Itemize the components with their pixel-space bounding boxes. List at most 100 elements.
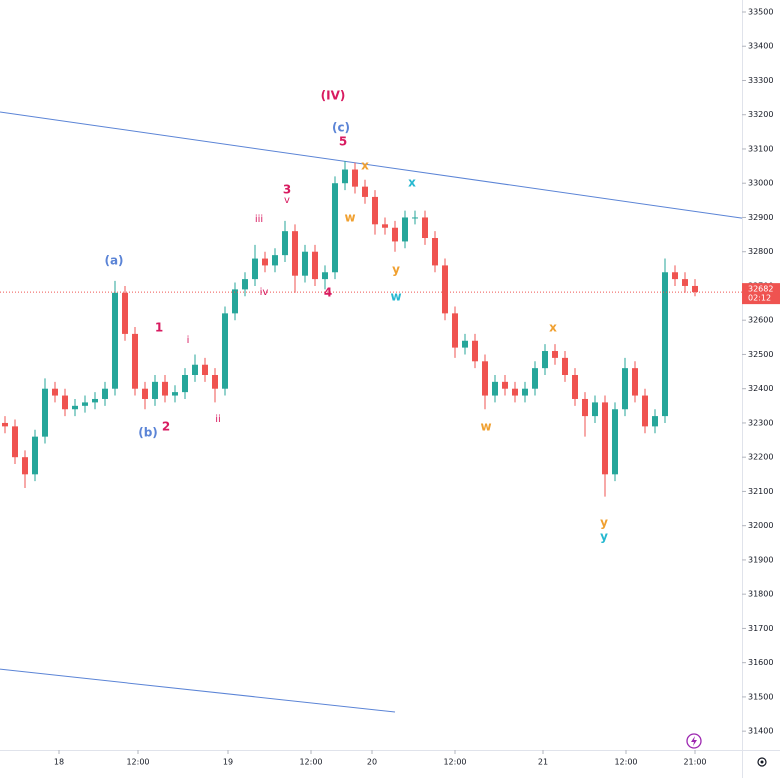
candle-body — [552, 351, 558, 358]
candle-body — [662, 272, 668, 417]
y-tick-label: 31600 — [748, 658, 773, 667]
trend-line — [0, 668, 396, 713]
candle-body — [512, 388, 518, 396]
wave-label: 1 — [155, 321, 163, 335]
candle-body — [262, 258, 268, 266]
candle-body — [62, 395, 68, 410]
candle-body — [252, 258, 258, 280]
wave-label: w — [480, 420, 491, 434]
y-tick-label: 31900 — [748, 555, 773, 564]
lightning-icon[interactable] — [686, 733, 702, 749]
y-tick-label: 33300 — [748, 76, 773, 85]
candle-body — [272, 255, 278, 266]
x-tick-label: 20 — [367, 758, 377, 767]
wave-label: ii — [215, 414, 221, 425]
candle-body — [112, 292, 118, 389]
candle-body — [642, 395, 648, 427]
wave-label: (c) — [332, 121, 350, 135]
candle-body — [592, 402, 598, 417]
y-tick-label: 32300 — [748, 418, 773, 427]
candle-body — [572, 375, 578, 399]
candle-body — [102, 388, 108, 399]
candle-body — [452, 313, 458, 348]
candle-body — [522, 388, 528, 396]
y-tick-label: 31800 — [748, 590, 773, 599]
wave-label: x — [549, 321, 557, 335]
x-tick-label: 21:00 — [683, 758, 706, 767]
candle-body — [152, 381, 158, 399]
y-tick-label: 32000 — [748, 521, 773, 530]
candle-body — [382, 224, 388, 228]
candle-body — [422, 217, 428, 239]
wave-label: 4 — [324, 286, 332, 300]
wave-label: y — [600, 529, 608, 543]
wave-label: (IV) — [321, 88, 346, 102]
candle-body — [502, 381, 508, 389]
wave-label: y — [392, 262, 400, 276]
candle-body — [472, 340, 478, 362]
y-tick-label: 33500 — [748, 7, 773, 16]
wave-label: i — [187, 335, 190, 346]
countdown-label: 02:12 — [748, 294, 771, 303]
wave-label: iv — [260, 287, 269, 298]
y-tick-label: 32100 — [748, 487, 773, 496]
candle-body — [2, 422, 8, 427]
last-price-tag — [742, 283, 780, 305]
candle-body — [632, 368, 638, 396]
y-tick-label: 32200 — [748, 453, 773, 462]
y-tick-label: 32800 — [748, 247, 773, 256]
candle-body — [372, 196, 378, 225]
y-tick-label: 33000 — [748, 179, 773, 188]
settings-icon[interactable] — [757, 757, 767, 767]
wave-label: (a) — [104, 253, 123, 267]
candle-body — [52, 388, 58, 396]
wave-label: x — [408, 176, 416, 190]
candle-body — [232, 289, 238, 314]
candle-body — [442, 265, 448, 314]
candle-body — [222, 313, 228, 389]
candle-body — [42, 388, 48, 437]
wave-label: 2 — [162, 420, 170, 434]
candle-body — [132, 333, 138, 389]
candle-body — [692, 285, 698, 293]
candle-body — [322, 272, 328, 280]
candle-body — [542, 351, 548, 369]
y-tick-label: 32500 — [748, 350, 773, 359]
candle-body — [182, 375, 188, 393]
candle-body — [622, 368, 628, 410]
candle-body — [212, 375, 218, 389]
candle-body — [402, 217, 408, 242]
candle-body — [652, 416, 658, 427]
x-tick-label: 18 — [54, 758, 64, 767]
candle-body — [462, 340, 468, 348]
x-tick-label: 19 — [223, 758, 233, 767]
candle-body — [172, 392, 178, 396]
y-tick-label: 31400 — [748, 727, 773, 736]
candle-body — [82, 402, 88, 406]
candle-body — [602, 402, 608, 475]
candle-body — [22, 457, 28, 475]
candle-body — [202, 364, 208, 375]
trend-line — [0, 111, 743, 219]
candle-body — [432, 238, 438, 266]
y-tick-label: 33200 — [748, 110, 773, 119]
candle-body — [92, 398, 98, 403]
candle-body — [242, 279, 248, 290]
y-tick-label: 31500 — [748, 692, 773, 701]
candle-body — [72, 405, 78, 410]
candle-body — [392, 227, 398, 242]
candle-body — [122, 292, 128, 334]
y-tick-label: 33400 — [748, 42, 773, 51]
wave-label: (b) — [138, 426, 158, 440]
wave-label: iii — [255, 214, 263, 225]
wave-label: w — [344, 211, 355, 225]
candle-body — [612, 409, 618, 475]
wave-label: w — [390, 289, 401, 303]
wave-label: y — [600, 515, 608, 529]
y-tick-label: 32400 — [748, 384, 773, 393]
wave-label: 3 — [283, 183, 291, 197]
candle-body — [332, 183, 338, 273]
x-tick-label: 12:00 — [443, 758, 466, 767]
wave-label: v — [284, 195, 290, 206]
candle-body — [492, 381, 498, 396]
